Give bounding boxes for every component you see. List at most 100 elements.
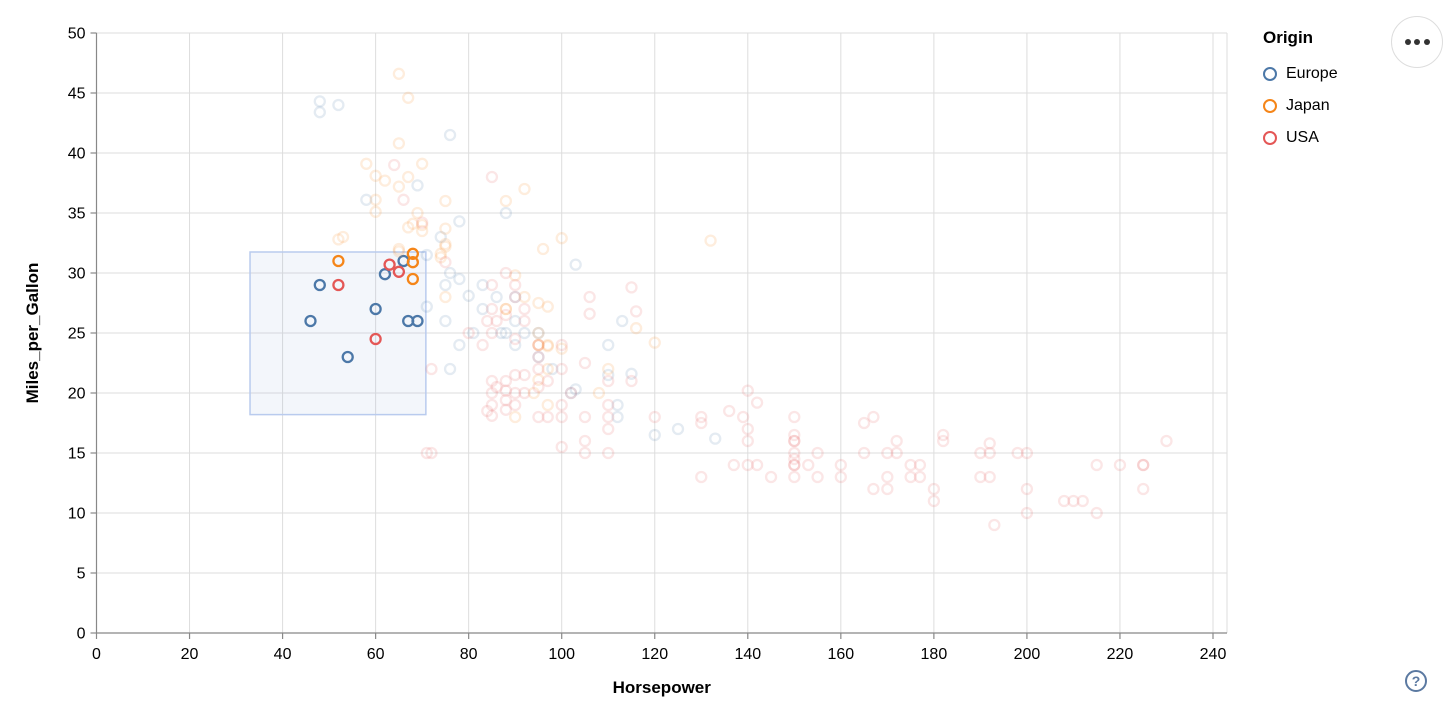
data-point-usa[interactable] <box>578 356 592 370</box>
data-point-usa[interactable] <box>1057 494 1071 508</box>
data-point-usa[interactable] <box>541 410 554 424</box>
data-point-usa[interactable] <box>425 362 438 376</box>
data-point-japan[interactable] <box>434 251 447 264</box>
data-point-japan[interactable] <box>369 193 382 206</box>
data-point-usa[interactable] <box>532 350 545 364</box>
data-point-europe[interactable] <box>671 422 685 436</box>
data-point-usa[interactable] <box>1067 494 1080 508</box>
data-point-europe[interactable] <box>616 314 629 328</box>
data-point-usa[interactable] <box>788 446 801 460</box>
data-point-usa[interactable] <box>541 374 554 388</box>
data-point-europe[interactable] <box>602 368 615 382</box>
data-point-usa[interactable] <box>974 470 987 484</box>
data-point-europe[interactable] <box>611 410 624 424</box>
data-point-usa[interactable] <box>904 458 917 472</box>
data-point-japan[interactable] <box>434 247 447 260</box>
data-point-usa[interactable] <box>439 256 452 269</box>
legend-item-usa[interactable]: USA <box>1263 122 1393 154</box>
data-point-usa[interactable] <box>625 281 638 294</box>
data-point-usa[interactable] <box>764 470 778 484</box>
data-point-usa[interactable] <box>788 428 801 442</box>
data-point-usa[interactable] <box>788 434 801 448</box>
data-point-usa[interactable] <box>788 410 801 424</box>
data-point-usa[interactable] <box>834 470 847 484</box>
data-point-europe[interactable] <box>443 362 457 376</box>
data-point-usa[interactable] <box>927 482 941 496</box>
data-point-usa[interactable] <box>695 416 708 430</box>
data-point-usa[interactable] <box>1076 494 1089 508</box>
data-point-usa[interactable] <box>881 446 894 460</box>
data-point-europe[interactable] <box>420 300 433 313</box>
data-point-usa[interactable] <box>750 396 764 409</box>
data-point-usa[interactable] <box>890 446 903 460</box>
data-point-usa[interactable] <box>485 374 499 388</box>
data-point-usa[interactable] <box>578 434 592 448</box>
data-point-usa[interactable] <box>485 398 499 412</box>
data-point-usa[interactable] <box>555 410 568 424</box>
data-point-japan[interactable] <box>499 302 513 316</box>
data-point-japan[interactable] <box>415 218 429 232</box>
data-point-usa[interactable] <box>1137 458 1150 472</box>
data-point-usa[interactable] <box>1011 446 1024 460</box>
data-point-usa[interactable] <box>867 482 880 496</box>
data-point-japan[interactable] <box>392 245 406 258</box>
data-point-usa[interactable] <box>518 302 531 316</box>
data-point-usa[interactable] <box>509 386 522 400</box>
data-point-usa[interactable] <box>392 265 406 278</box>
data-point-usa[interactable] <box>532 338 545 352</box>
data-point-japan[interactable] <box>392 180 406 193</box>
data-point-usa[interactable] <box>425 446 438 460</box>
data-point-japan[interactable] <box>415 224 429 238</box>
data-point-europe[interactable] <box>569 383 582 396</box>
data-point-europe[interactable] <box>611 398 624 412</box>
data-point-europe[interactable] <box>313 95 326 108</box>
data-point-europe[interactable] <box>569 258 582 271</box>
data-point-europe[interactable] <box>341 350 354 364</box>
data-point-europe[interactable] <box>411 314 424 328</box>
data-point-usa[interactable] <box>420 446 433 460</box>
data-point-usa[interactable] <box>983 437 996 450</box>
data-point-usa[interactable] <box>1020 506 1034 520</box>
data-point-japan[interactable] <box>360 157 373 170</box>
data-point-japan[interactable] <box>332 233 345 246</box>
data-point-usa[interactable] <box>485 302 499 316</box>
data-point-japan[interactable] <box>369 205 382 218</box>
data-point-usa[interactable] <box>937 428 950 442</box>
data-point-japan[interactable] <box>541 338 554 352</box>
data-point-usa[interactable] <box>881 470 894 484</box>
data-point-usa[interactable] <box>499 403 513 416</box>
data-point-europe[interactable] <box>378 268 392 281</box>
data-point-usa[interactable] <box>1160 434 1173 448</box>
data-point-usa[interactable] <box>890 434 903 448</box>
data-point-europe[interactable] <box>453 338 466 352</box>
data-point-europe[interactable] <box>360 193 373 206</box>
data-point-japan[interactable] <box>415 157 429 170</box>
data-point-usa[interactable] <box>741 422 754 436</box>
data-point-japan[interactable] <box>439 238 452 251</box>
data-point-japan[interactable] <box>532 338 545 352</box>
data-point-europe[interactable] <box>532 326 545 340</box>
data-point-usa[interactable] <box>509 368 522 382</box>
data-point-usa[interactable] <box>881 482 894 496</box>
data-point-europe[interactable] <box>602 338 615 352</box>
data-point-japan[interactable] <box>392 137 406 150</box>
data-point-usa[interactable] <box>625 374 638 388</box>
data-point-japan[interactable] <box>629 322 643 335</box>
data-point-europe[interactable] <box>546 362 559 376</box>
data-point-usa[interactable] <box>485 386 499 400</box>
data-point-japan[interactable] <box>536 242 550 256</box>
data-point-usa[interactable] <box>485 170 499 184</box>
data-point-europe[interactable] <box>495 326 508 340</box>
data-point-usa[interactable] <box>834 458 847 472</box>
data-point-europe[interactable] <box>476 278 489 292</box>
data-point-europe[interactable] <box>434 230 447 244</box>
data-point-usa[interactable] <box>509 290 522 304</box>
data-point-usa[interactable] <box>481 314 494 328</box>
data-point-usa[interactable] <box>1137 482 1150 496</box>
data-point-usa[interactable] <box>983 446 996 460</box>
data-point-japan[interactable] <box>532 338 545 352</box>
data-point-europe[interactable] <box>453 272 466 286</box>
data-point-usa[interactable] <box>811 446 824 460</box>
data-point-usa[interactable] <box>462 326 475 340</box>
data-point-japan[interactable] <box>402 221 415 234</box>
